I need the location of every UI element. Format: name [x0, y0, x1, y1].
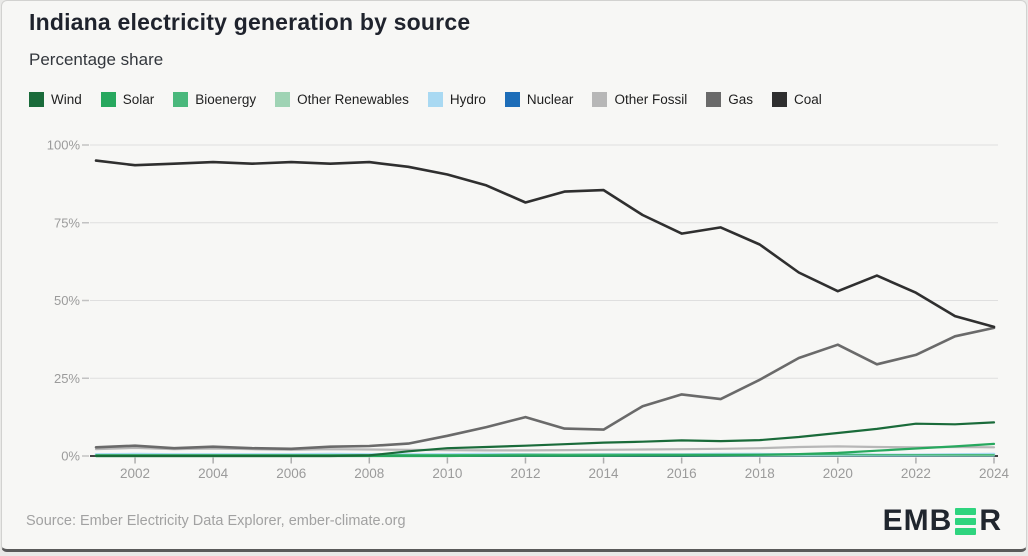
- y-axis-tick-label: 75%: [54, 215, 80, 230]
- legend-label: Bioenergy: [195, 92, 257, 107]
- x-axis-tick-label: 2020: [823, 466, 853, 481]
- legend-item-wind: Wind: [29, 92, 82, 107]
- legend-item-bioenergy: Bioenergy: [173, 92, 256, 107]
- page-title: Indiana electricity generation by source: [29, 9, 471, 35]
- legend-item-other-renewables: Other Renewables: [275, 92, 409, 107]
- x-axis-tick-label: 2024: [979, 466, 1010, 481]
- y-axis-tick-label: 50%: [54, 293, 80, 308]
- legend-swatch: [275, 92, 291, 107]
- legend-swatch: [592, 92, 608, 107]
- legend-label: Other Fossil: [614, 92, 688, 107]
- y-axis-tick-label: 0%: [61, 449, 80, 464]
- legend-swatch: [771, 92, 787, 107]
- x-axis-tick-label: 2004: [198, 466, 229, 481]
- legend-label: Solar: [122, 92, 155, 107]
- x-axis-tick-label: 2018: [745, 466, 775, 481]
- legend-label: Other Renewables: [297, 92, 409, 107]
- legend-item-nuclear: Nuclear: [504, 92, 574, 107]
- series-line-gas: [94, 326, 996, 451]
- x-axis-tick-label: 2006: [276, 466, 306, 481]
- legend-label: Hydro: [449, 92, 486, 107]
- legend-item-gas: Gas: [706, 92, 753, 107]
- legend: Wind Solar Bioenergy Other Renewables Hydro N…: [29, 92, 822, 107]
- gridlines: 0% 25% 50% 75% 100%: [47, 138, 998, 464]
- legend-item-other-fossil: Other Fossil: [592, 92, 687, 107]
- ember-logo-e-bars-icon: [955, 507, 977, 535]
- y-axis-tick-label: 25%: [54, 371, 80, 386]
- legend-swatch: [427, 92, 443, 107]
- legend-item-solar: Solar: [100, 92, 155, 107]
- x-axis-tick-label: 2010: [432, 466, 462, 481]
- ember-logo-text-emb: EMB: [882, 504, 953, 537]
- legend-label: Gas: [728, 92, 753, 107]
- legend-swatch: [173, 92, 189, 107]
- legend-swatch: [100, 92, 116, 107]
- x-axis-tick-label: 2008: [354, 466, 384, 481]
- x-axis-tick-label: 2014: [589, 466, 620, 481]
- legend-label: Nuclear: [526, 92, 574, 107]
- legend-item-hydro: Hydro: [427, 92, 486, 107]
- ember-logo: EMB R: [883, 504, 1002, 538]
- legend-swatch: [706, 92, 722, 107]
- y-axis-tick-label: 100%: [47, 138, 81, 153]
- x-axis-tick-label: 2016: [667, 466, 697, 481]
- x-axis-tick-label: 2012: [510, 466, 540, 481]
- ember-logo-text-r: R: [979, 504, 1002, 537]
- legend-label: Coal: [793, 92, 822, 107]
- source-text: Source: Ember Electricity Data Explorer,…: [26, 513, 406, 529]
- legend-label: Wind: [51, 92, 82, 107]
- footer: Source: Ember Electricity Data Explorer,…: [2, 499, 1026, 543]
- chart-subtitle: Percentage share: [29, 50, 164, 69]
- x-axis: 2002 2004 2006 2008 2010 2012 2014 2016 2018 2020…: [120, 457, 1010, 481]
- x-axis-tick-label: 2022: [901, 466, 931, 481]
- legend-swatch: [504, 92, 520, 107]
- series-line-wind: [94, 421, 996, 458]
- legend-item-coal: Coal: [771, 92, 822, 107]
- legend-swatch: [29, 92, 44, 107]
- series-line-coal: [94, 159, 996, 329]
- x-axis-tick-label: 2002: [120, 466, 150, 481]
